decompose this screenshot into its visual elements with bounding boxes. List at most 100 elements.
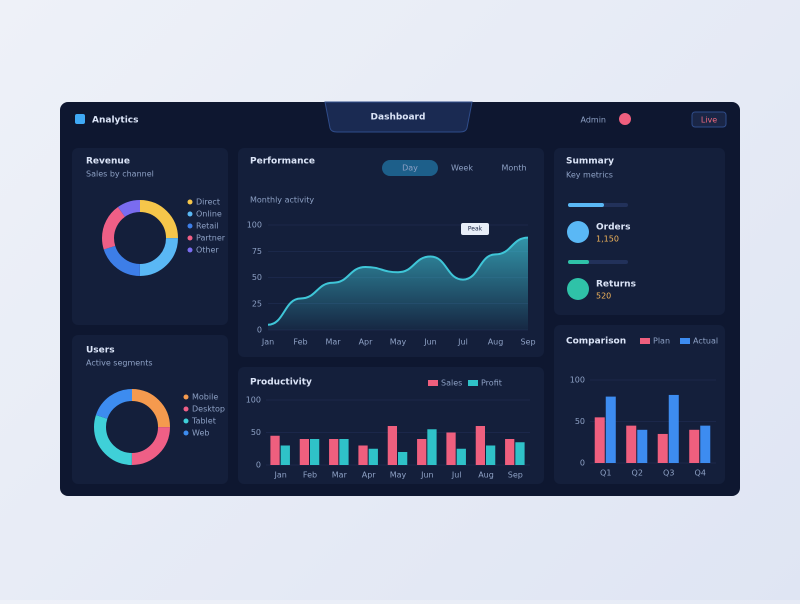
bar: [594, 417, 605, 463]
bar: [515, 442, 525, 465]
legend-label: Other: [196, 246, 219, 255]
x-tick-label: May: [390, 471, 407, 480]
legend-label: Profit: [481, 379, 502, 388]
legend-dot: [187, 223, 193, 229]
x-tick-label: Q3: [663, 469, 674, 478]
item-label: Orders: [596, 223, 630, 233]
bar: [427, 429, 437, 465]
y-tick-label: 50: [575, 417, 585, 426]
legend-dot: [183, 394, 189, 400]
bar: [358, 445, 368, 465]
x-tick-label: Jun: [423, 338, 437, 347]
logo: [75, 114, 85, 124]
y-tick-label: 0: [257, 326, 262, 335]
tab[interactable]: Month: [501, 164, 526, 173]
y-tick-label: 100: [570, 376, 585, 385]
legend-swatch: [680, 338, 690, 344]
x-tick-label: Jul: [451, 471, 462, 480]
legend-swatch: [640, 338, 650, 344]
legend-swatch: [428, 380, 438, 386]
donut-segment: [102, 200, 178, 276]
bar: [657, 433, 668, 463]
legend-label: Sales: [441, 379, 462, 388]
panel-title: Comparison: [566, 337, 626, 347]
x-tick-label: Feb: [293, 338, 307, 347]
panel-subtitle: Active segments: [86, 359, 153, 368]
item-icon: [567, 278, 589, 300]
panel-subtitle: Sales by channel: [86, 170, 154, 179]
legend-dot: [183, 418, 189, 424]
header-tab: [324, 101, 473, 133]
x-tick-label: Jun: [420, 471, 434, 480]
bar: [605, 396, 616, 463]
donut-segment: [94, 389, 170, 465]
progress-bar: [568, 260, 589, 264]
bar: [329, 439, 339, 465]
legend-label: Partner: [196, 234, 226, 243]
y-tick-label: 0: [580, 459, 585, 468]
bar: [387, 426, 397, 465]
annotation: Peak: [468, 226, 483, 233]
legend-label: Mobile: [192, 393, 218, 402]
bar: [668, 394, 679, 463]
legend-label: Online: [196, 210, 222, 219]
x-tick-label: Q2: [632, 469, 643, 478]
legend-label: Plan: [653, 337, 670, 346]
x-tick-label: Feb: [303, 471, 317, 480]
area-fill: [268, 237, 528, 330]
bar: [310, 439, 320, 465]
panel-subtitle: Key metrics: [566, 171, 613, 180]
legend-dot: [187, 199, 193, 205]
panel: [72, 148, 228, 325]
y-tick-label: 25: [252, 299, 262, 308]
bar: [626, 425, 637, 463]
user-name[interactable]: Admin: [581, 116, 607, 125]
bar: [475, 426, 485, 465]
bar: [700, 425, 711, 463]
bar: [486, 445, 496, 465]
donut-segment: [94, 389, 170, 465]
legend-dot: [183, 430, 189, 436]
badge[interactable]: [691, 111, 727, 128]
x-tick-label: Jan: [261, 338, 274, 347]
x-tick-label: Jan: [273, 471, 286, 480]
x-tick-label: Aug: [478, 471, 494, 480]
bar: [505, 439, 515, 465]
item-label: Returns: [596, 280, 636, 290]
y-tick-label: 100: [247, 221, 262, 230]
x-tick-label: Apr: [362, 471, 377, 480]
x-tick-label: Q4: [695, 469, 706, 478]
x-tick-label: Q1: [600, 469, 611, 478]
donut-segment: [102, 200, 178, 276]
bar: [270, 435, 280, 465]
y-tick-label: 75: [252, 247, 262, 256]
x-tick-label: Jul: [457, 338, 468, 347]
bar: [280, 445, 290, 465]
bar: [368, 448, 378, 465]
x-tick-label: Mar: [325, 338, 341, 347]
tab[interactable]: Day: [402, 164, 418, 173]
bar: [398, 452, 408, 465]
donut-segment: [94, 389, 170, 465]
x-tick-label: May: [390, 338, 407, 347]
panel-title: Productivity: [250, 378, 312, 388]
area-line: [267, 236, 529, 326]
legend-dot: [187, 211, 193, 217]
x-tick-label: Mar: [332, 471, 348, 480]
x-tick-label: Sep: [520, 338, 535, 347]
bar: [456, 448, 466, 465]
panel-subtitle: Monthly activity: [250, 196, 314, 205]
item-value: 1,150: [596, 235, 619, 244]
panel: [554, 148, 725, 315]
tab[interactable]: Week: [451, 164, 473, 173]
legend-label: Tablet: [191, 417, 216, 426]
item-value: 520: [596, 292, 611, 301]
panel-title: Revenue: [86, 157, 130, 167]
y-tick-label: 0: [256, 461, 261, 470]
avatar[interactable]: [619, 113, 631, 125]
bar: [446, 432, 456, 465]
legend-label: Direct: [196, 198, 220, 207]
panel-title: Users: [86, 346, 115, 356]
bar: [299, 439, 309, 465]
brand: Analytics: [92, 116, 138, 126]
